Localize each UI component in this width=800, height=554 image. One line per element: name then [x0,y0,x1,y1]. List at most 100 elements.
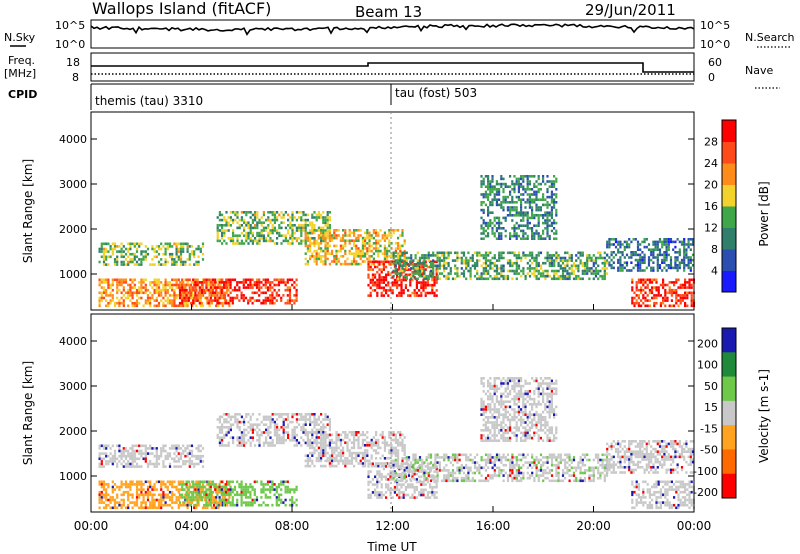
echo-cell [298,423,301,426]
echo-cell [227,501,230,504]
echo-cell [431,289,434,292]
echo-cell [98,444,101,448]
echo-cell [339,244,342,248]
echo-cell [642,294,645,297]
echo-cell [414,277,417,281]
echo-cell [528,198,531,201]
echo-cell [304,441,307,445]
echo-cell [100,299,103,302]
echo-cell [160,503,163,507]
echo-cell [617,240,620,244]
echo-cell [240,294,243,297]
echo-cell [232,229,235,232]
echo-cell [223,299,227,302]
echo-cell [328,420,331,424]
echo-cell [528,259,532,262]
echo-cell [642,288,645,292]
echo-cell [221,229,224,232]
echo-cell [262,239,265,243]
echo-cell [166,480,169,484]
echo-band [98,444,205,468]
echo-cell [304,464,307,468]
echo-cell [443,254,446,257]
echo-cell [183,496,186,499]
echo-cell [581,261,584,265]
echo-cell [240,242,243,245]
echo-cell [280,296,283,300]
echo-cell [205,286,208,289]
echo-cell [315,428,318,432]
echo-cell [192,299,195,302]
echo-cell [193,454,196,458]
echo-cell [220,485,223,489]
echo-cell [135,483,139,486]
echo-cell [681,296,684,300]
echo-cell [304,420,307,424]
echo-cell [594,256,598,260]
echo-cell [436,269,439,273]
echo-cell [350,462,353,465]
echo-cell [242,294,245,297]
echo-cell [568,259,571,262]
echo-cell [105,291,108,295]
echo-cell [271,218,274,222]
echo-cell [280,439,283,442]
echo-cell [256,221,259,224]
echo-cell [535,259,538,262]
echo-cell [197,480,200,484]
echo-cell [291,224,294,227]
echo-cell [113,483,117,486]
echo-cell [469,267,472,270]
echo-cell [146,301,150,305]
echo-cell [142,506,145,510]
echo-cell [335,255,338,258]
echo-cell [533,193,536,196]
echo-cell [155,299,158,302]
echo-cell [484,221,487,225]
echo-cell [420,265,423,269]
echo-cell [515,272,518,275]
echo-cell [195,480,198,484]
echo-cell [188,501,191,504]
echo-cell [414,264,417,268]
echo-cell [120,457,123,461]
echo-cell [686,286,689,289]
echo-cell [339,236,342,240]
echo-cell [366,252,369,255]
echo-cell [251,498,254,502]
echo-cell [382,286,385,290]
echo-cell [524,256,527,260]
echo-cell [243,423,246,426]
echo-cell [245,224,248,227]
echo-cell [370,244,373,248]
echo-cell [155,291,158,295]
echo-cell [517,190,520,194]
echo-cell [526,211,529,214]
echo-cell [429,269,433,273]
echo-cell [460,267,463,270]
echo-cell [275,503,278,507]
y-tick-label: 3000 [59,178,87,191]
power-echoes [98,175,695,308]
echo-cell [382,289,385,292]
echo-cell [635,281,638,284]
echo-cell [353,260,356,263]
echo-cell [105,278,108,282]
echo-cell [409,294,412,297]
echo-cell [480,185,483,188]
echo-cell [273,426,276,429]
echo-cell [524,206,527,209]
echo-cell [218,213,221,217]
echo-cell [198,294,201,297]
echo-cell [120,260,123,264]
echo-cell [687,240,690,244]
echo-cell [269,420,272,424]
echo-cell [371,289,374,292]
echo-cell [487,177,490,181]
colorbar-swatch [722,227,736,250]
echo-cell [326,247,329,250]
echo-cell [397,242,400,245]
echo-cell [208,283,211,287]
echo-cell [480,182,483,186]
echo-cell [548,237,551,240]
